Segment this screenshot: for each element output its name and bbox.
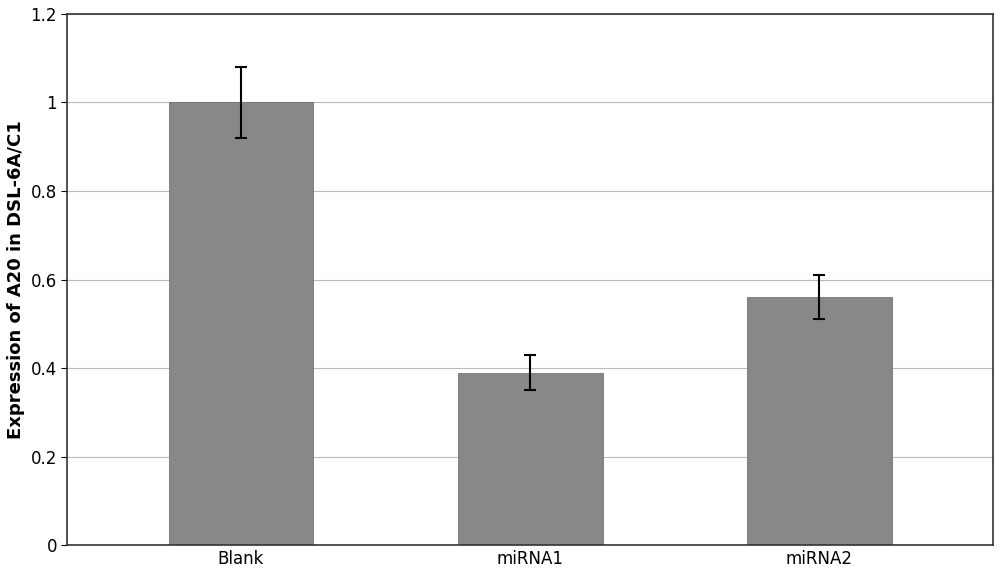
- Y-axis label: Expression of A20 in DSL-6A/C1: Expression of A20 in DSL-6A/C1: [7, 120, 25, 439]
- Bar: [458, 373, 603, 545]
- Bar: [169, 102, 313, 545]
- Bar: [747, 297, 892, 545]
